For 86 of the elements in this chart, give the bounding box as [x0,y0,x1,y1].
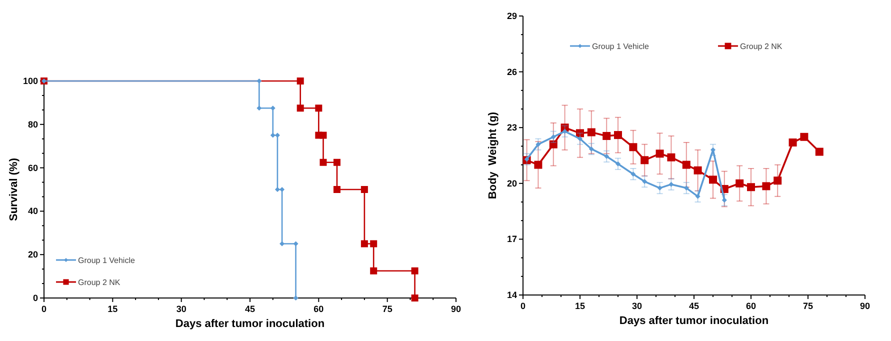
point [333,158,340,166]
point [722,198,727,203]
y-tick-label: 26 [506,66,517,77]
point [640,156,649,164]
point [274,187,280,192]
point [588,146,594,152]
point [524,156,530,162]
x-tick-label: 15 [574,301,586,311]
point [534,160,542,169]
y-tick-label: 20 [506,178,517,188]
point [550,134,556,140]
point [682,160,690,169]
point [370,240,378,248]
point [762,182,770,190]
point [587,128,596,136]
point [630,172,636,177]
point [736,179,744,188]
point [270,132,276,138]
x-axis-title: Days after tumor inoculation [619,315,769,327]
point [280,187,285,192]
point [320,158,327,166]
y-tick-label: 14 [506,290,517,300]
point [602,132,611,140]
x-axis-title: Days after tumor inoculation [175,318,325,330]
x-tick-label: 0 [41,304,47,314]
point [788,138,797,146]
point [293,241,298,246]
y-axis-title: Survival (%) [8,158,20,221]
point [370,267,378,274]
y-tick-label: 60 [28,162,38,173]
x-tick-label: 30 [632,301,642,311]
y-tick-label: 40 [28,206,38,216]
legend-label: Group 2 NK [740,42,783,51]
x-tick-label: 75 [802,301,814,311]
y-tick-label: 29 [506,11,517,21]
legend-label: Group 1 Vehicle [78,256,136,265]
point [320,132,327,139]
point [256,78,262,84]
y-tick-label: 17 [506,234,517,244]
point [642,179,648,184]
point [562,128,568,134]
y-tick-label: 0 [32,293,38,303]
legend-label: Group 2 NK [78,278,121,287]
point [668,182,674,187]
point [614,131,622,140]
legend-label: Group 1 Vehicle [592,42,650,51]
x-tick-label: 60 [746,301,756,311]
y-tick-label: 23 [506,122,517,133]
point [411,294,418,302]
x-tick-label: 30 [176,304,186,314]
point [774,176,782,185]
y-tick-label: 20 [28,250,38,260]
point [280,241,285,246]
x-tick-label: 90 [450,304,462,314]
point [815,148,824,156]
point [333,186,340,193]
point [629,143,638,152]
point [667,153,676,162]
point [296,104,304,112]
x-tick-label: 45 [244,304,256,314]
point [695,194,700,199]
x-tick-label: 15 [108,304,118,314]
point [657,186,662,191]
point [694,166,702,174]
point [656,150,664,158]
y-axis-title: Body Weight (g) [487,112,499,200]
point [616,161,620,166]
point [800,132,808,141]
y-tick-label: 80 [28,119,38,130]
x-tick-label: 60 [314,304,324,314]
point [578,136,582,142]
point [274,132,280,138]
point [709,176,717,184]
point [315,104,322,112]
point [747,183,755,192]
point [270,106,276,111]
point [296,78,304,84]
point [411,267,418,274]
point [256,106,262,111]
point [360,240,368,248]
y-tick-label: 100 [22,76,38,86]
point [360,186,368,193]
x-tick-label: 75 [382,304,392,314]
x-tick-label: 90 [860,301,870,311]
x-tick-label: 0 [520,301,526,311]
x-tick-label: 45 [688,301,700,311]
